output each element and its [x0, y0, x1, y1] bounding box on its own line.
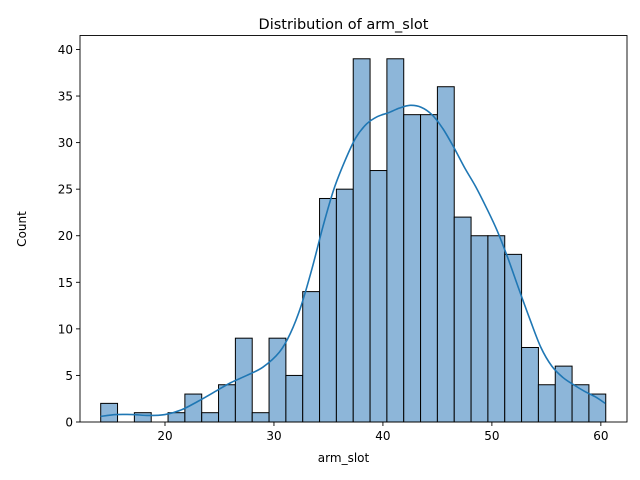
- histogram-bar: [285, 374, 304, 423]
- histogram-bar: [554, 365, 573, 423]
- y-tick-label: 10: [58, 322, 73, 336]
- x-axis-label: arm_slot: [318, 451, 370, 465]
- histogram-bar: [369, 170, 388, 423]
- y-axis-label: Count: [15, 211, 29, 247]
- histogram-bar: [201, 412, 220, 423]
- y-ticks-group: 0 5 10 15 20 25 30 35 40: [58, 43, 80, 430]
- histogram-bar: [218, 384, 236, 423]
- y-tick-label: 30: [58, 136, 73, 150]
- histogram-bar: [352, 58, 371, 423]
- histogram-bar: [386, 58, 405, 423]
- chart-title: Distribution of arm_slot: [259, 17, 429, 33]
- x-tick-label: 20: [157, 429, 172, 443]
- histogram-bar: [436, 86, 455, 423]
- y-tick-label: 0: [65, 416, 73, 430]
- plot-frame: [79, 35, 628, 423]
- x-ticks-group: 20 30 40 50 60: [157, 422, 608, 443]
- y-tick-label: 25: [58, 183, 73, 197]
- histogram-bar: [571, 384, 590, 423]
- histogram-bar: [403, 114, 422, 423]
- x-tick-label: 50: [484, 429, 499, 443]
- x-tick-label: 40: [375, 429, 390, 443]
- x-tick-label: 30: [266, 429, 281, 443]
- histogram-bar: [453, 216, 472, 423]
- kde-curve: [100, 104, 606, 418]
- histogram-bar: [487, 235, 506, 423]
- y-tick-label: 5: [65, 369, 73, 383]
- histogram-bar: [420, 114, 438, 423]
- histogram-bar: [268, 337, 287, 423]
- x-tick-label: 60: [593, 429, 608, 443]
- histogram-bar: [251, 412, 270, 423]
- y-tick-label: 40: [58, 43, 73, 57]
- histogram-bar: [184, 393, 203, 423]
- histogram-bar: [521, 346, 539, 423]
- histogram-bar: [100, 402, 119, 423]
- histogram-bar: [470, 235, 489, 423]
- y-tick-label: 15: [58, 276, 73, 290]
- histogram-bar: [537, 384, 556, 423]
- y-tick-label: 35: [58, 90, 73, 104]
- histogram-bar: [302, 291, 321, 423]
- bars-group: [100, 58, 607, 423]
- y-tick-label: 20: [58, 229, 73, 243]
- histogram-bar: [504, 253, 523, 423]
- histogram-bar: [335, 188, 354, 423]
